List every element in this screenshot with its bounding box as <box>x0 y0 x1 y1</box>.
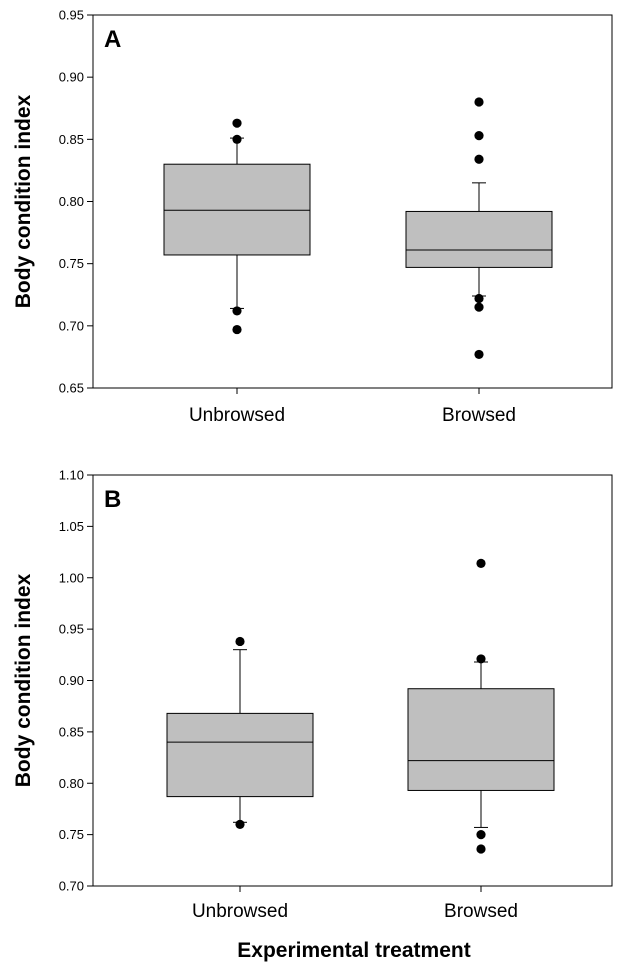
outlier-point <box>474 154 484 164</box>
outlier-point <box>232 118 242 128</box>
panel-label-b: B <box>104 486 121 513</box>
outlier-point <box>232 306 242 316</box>
y-tick-label-b: 0.75 <box>59 827 84 842</box>
y-tick-label-b: 0.70 <box>59 879 84 894</box>
outlier-point <box>235 636 245 647</box>
interquartile-box <box>166 712 314 798</box>
category-label-browsed-a: Browsed <box>442 405 516 426</box>
interquartile-box <box>405 210 553 268</box>
outlier-point <box>474 349 484 360</box>
box-unbrowsed-a <box>163 118 311 335</box>
outlier-point <box>474 293 484 304</box>
category-label-unbrowsed-b: Unbrowsed <box>192 901 288 922</box>
outlier-point <box>232 134 242 144</box>
plot-frame-b <box>92 474 613 887</box>
box-browsed-b <box>407 558 555 854</box>
category-label-unbrowsed-a: Unbrowsed <box>189 405 285 426</box>
outlier-point <box>235 819 245 829</box>
outlier-point <box>476 830 486 840</box>
box-unbrowsed-b <box>166 636 314 829</box>
y-axis-title-a: Body condition index <box>12 94 35 308</box>
y-axis-title-b: Body condition index <box>12 573 35 787</box>
y-tick-label-b: 1.00 <box>59 570 84 585</box>
outlier-point <box>476 654 486 664</box>
x-axis-title: Experimental treatment <box>237 939 470 962</box>
y-tick-label-a: 0.90 <box>59 70 84 85</box>
outlier-point <box>474 97 484 107</box>
outlier-point <box>474 131 484 141</box>
y-tick-label-b: 0.80 <box>59 776 84 791</box>
y-tick-label-a: 0.70 <box>59 318 84 333</box>
interquartile-box <box>163 163 311 256</box>
y-tick-label-a: 0.65 <box>59 381 84 396</box>
box-browsed-a <box>405 97 553 360</box>
panel-a: 0.65 0.70 0.75 0.80 0.85 0.90 0.95 Unbrowsed Bro… <box>12 8 613 426</box>
outlier-point <box>476 558 486 568</box>
outlier-point <box>474 302 484 312</box>
y-tick-label-b: 0.85 <box>59 724 84 739</box>
y-tick-label-b: 0.95 <box>59 622 84 637</box>
panel-label-a: A <box>104 26 121 53</box>
y-tick-label-b: 0.90 <box>59 673 84 688</box>
y-tick-label-b: 1.05 <box>59 519 84 534</box>
outlier-point <box>476 844 486 854</box>
y-tick-label-a: 0.80 <box>59 194 84 209</box>
y-tick-label-a: 0.95 <box>59 8 84 23</box>
category-label-browsed-b: Browsed <box>444 901 518 922</box>
y-tick-label-a: 0.75 <box>59 256 84 271</box>
y-tick-label-a: 0.85 <box>59 132 84 147</box>
panel-b: 0.70 0.75 0.80 0.85 0.90 0.95 1.00 1.05 1.10 Unbr… <box>12 468 613 922</box>
interquartile-box <box>407 688 555 791</box>
y-tick-label-b: 1.10 <box>59 468 84 483</box>
outlier-point <box>232 324 242 335</box>
